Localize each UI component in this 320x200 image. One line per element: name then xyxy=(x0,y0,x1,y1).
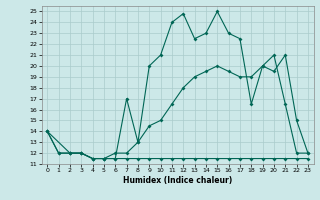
X-axis label: Humidex (Indice chaleur): Humidex (Indice chaleur) xyxy=(123,176,232,185)
